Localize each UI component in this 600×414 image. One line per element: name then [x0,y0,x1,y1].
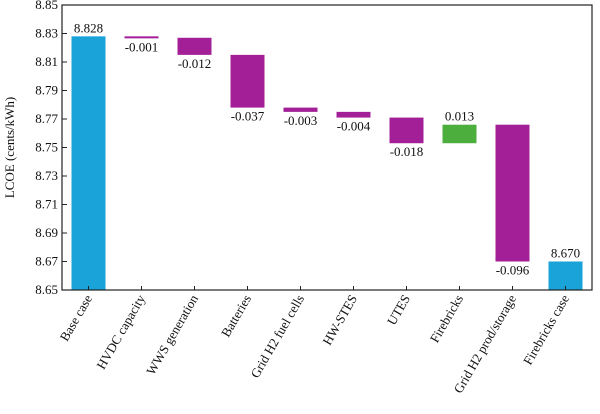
y-axis-ticks: 8.65 8.67 8.69 8.71 8.73 8.75 8.77 8.79 8.81 8.83… [35,0,67,297]
y-tick-label: 8.75 [35,140,58,155]
data-label: -0.012 [178,56,212,71]
data-label: -0.037 [231,109,265,124]
bar-5 [336,111,371,118]
data-label: -0.018 [390,144,424,159]
bar-6 [389,117,424,144]
category-label: HVDC capacity [93,292,148,372]
category-label: WWS generation [143,292,201,378]
bars [71,36,583,290]
bar-1 [124,36,159,39]
y-tick-label: 8.83 [35,26,58,41]
bar-7 [442,124,477,144]
category-label: HW-STES [319,292,360,348]
y-tick-label: 8.71 [35,197,58,212]
bar-3 [230,54,265,108]
y-tick-label: 8.65 [35,282,58,297]
data-label: -0.001 [125,39,159,54]
category-label: Firebricks case [520,292,572,368]
data-label: 0.013 [445,109,474,124]
plot-frame [61,4,593,291]
category-label: UTES [384,292,413,328]
data-label: 8.670 [551,246,580,261]
y-tick-label: 8.79 [35,83,58,98]
bar-4 [283,107,318,112]
data-label: -0.096 [496,263,530,278]
y-axis-label: LCOE (cents/kWh) [2,97,17,198]
data-label: -0.003 [284,113,318,128]
bar-0 [71,36,106,290]
data-labels: 8.828 -0.001 -0.012 -0.037 -0.003 -0.004 -0.01… [74,20,580,277]
y-tick-label: 8.69 [35,225,58,240]
data-label: -0.004 [337,119,371,134]
bar-9 [548,261,583,290]
y-tick-label: 8.77 [35,111,58,126]
category-label: Batteries [218,292,254,340]
y-tick-label: 8.81 [35,54,58,69]
bar-2 [177,37,212,55]
y-tick-label: 8.67 [35,254,58,269]
category-label: Firebricks [427,292,466,345]
y-tick-label: 8.73 [35,168,58,183]
category-label: Grid H2 fuel cells [247,292,307,380]
data-label: 8.828 [74,20,103,35]
bar-8 [495,124,530,262]
y-tick-label: 8.85 [35,0,58,12]
category-label: Base case [57,292,96,344]
